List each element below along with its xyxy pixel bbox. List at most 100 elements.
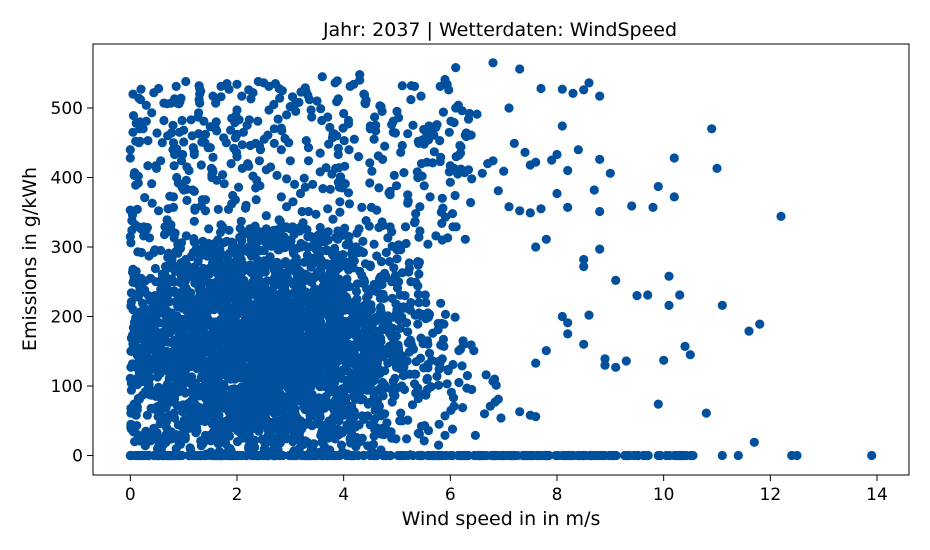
- data-point: [253, 116, 263, 126]
- data-point: [369, 134, 379, 144]
- data-point: [179, 339, 189, 349]
- data-point: [300, 436, 310, 446]
- data-point: [365, 178, 375, 188]
- data-point: [462, 371, 472, 381]
- data-point: [313, 230, 323, 240]
- data-point: [410, 216, 420, 226]
- data-point: [244, 85, 254, 95]
- data-point: [171, 81, 181, 91]
- data-point: [153, 412, 163, 422]
- data-point: [190, 205, 200, 215]
- data-point: [266, 419, 276, 429]
- data-point: [573, 145, 583, 155]
- data-point: [172, 98, 182, 108]
- data-point: [207, 170, 217, 180]
- data-point: [343, 238, 354, 248]
- data-point: [369, 239, 379, 249]
- data-point: [179, 282, 189, 292]
- data-point: [405, 335, 415, 345]
- data-point: [447, 450, 458, 461]
- data-point: [159, 229, 170, 240]
- data-point: [190, 237, 200, 247]
- data-point: [472, 109, 482, 119]
- data-point: [175, 369, 186, 379]
- data-point: [351, 368, 362, 378]
- data-point: [437, 218, 447, 228]
- data-point: [435, 357, 445, 367]
- data-point: [132, 350, 142, 360]
- data-point: [488, 58, 498, 68]
- data-point: [355, 70, 365, 80]
- data-point: [282, 110, 292, 120]
- data-point: [669, 153, 679, 163]
- data-point: [867, 450, 877, 461]
- data-point: [358, 236, 368, 246]
- data-point: [707, 124, 717, 134]
- data-point: [349, 407, 359, 417]
- data-point: [428, 158, 438, 168]
- data-point: [270, 79, 280, 89]
- data-point: [249, 312, 259, 322]
- data-point: [352, 279, 363, 289]
- data-point: [385, 222, 395, 232]
- data-point: [244, 330, 254, 340]
- data-point: [334, 352, 344, 362]
- data-point: [250, 221, 260, 231]
- data-point: [288, 197, 298, 207]
- data-point: [225, 286, 235, 296]
- data-point: [282, 174, 292, 184]
- data-point: [563, 329, 573, 339]
- data-point: [507, 450, 517, 461]
- data-point: [186, 115, 196, 125]
- data-point: [295, 375, 306, 386]
- data-point: [194, 450, 204, 461]
- data-point: [291, 289, 301, 299]
- data-point: [228, 190, 238, 201]
- data-point: [148, 361, 158, 371]
- data-point: [197, 363, 207, 373]
- data-point: [316, 430, 326, 440]
- data-point: [237, 91, 247, 101]
- data-point: [282, 322, 292, 332]
- data-point: [404, 263, 414, 274]
- data-point: [226, 417, 236, 427]
- data-point: [432, 371, 442, 381]
- data-point: [189, 149, 199, 160]
- data-point: [147, 198, 157, 208]
- data-point: [421, 390, 431, 400]
- data-point: [234, 352, 244, 362]
- data-point: [229, 332, 239, 342]
- data-point: [128, 339, 139, 349]
- data-point: [310, 284, 320, 294]
- data-point: [540, 450, 550, 461]
- data-point: [266, 425, 276, 436]
- data-point: [272, 257, 282, 267]
- data-point: [147, 322, 157, 332]
- data-point: [260, 283, 270, 293]
- data-point: [154, 298, 164, 308]
- data-point: [436, 298, 446, 308]
- data-point: [324, 139, 334, 149]
- data-point: [388, 127, 398, 137]
- data-point: [166, 220, 176, 230]
- data-point: [244, 161, 254, 171]
- data-point: [376, 257, 387, 267]
- data-point: [290, 450, 300, 461]
- data-point: [413, 289, 423, 299]
- data-point: [402, 434, 412, 444]
- data-point: [267, 286, 277, 296]
- data-point: [306, 262, 316, 272]
- data-point: [144, 251, 154, 261]
- data-point: [245, 140, 255, 151]
- data-point: [214, 359, 224, 369]
- data-point: [557, 121, 567, 131]
- data-point: [389, 263, 399, 273]
- data-point: [181, 76, 191, 87]
- data-point: [504, 202, 514, 212]
- data-point: [396, 147, 406, 157]
- data-point: [160, 261, 171, 272]
- data-point: [420, 421, 430, 431]
- data-point: [139, 358, 149, 368]
- data-point: [235, 420, 245, 430]
- data-point: [318, 373, 328, 383]
